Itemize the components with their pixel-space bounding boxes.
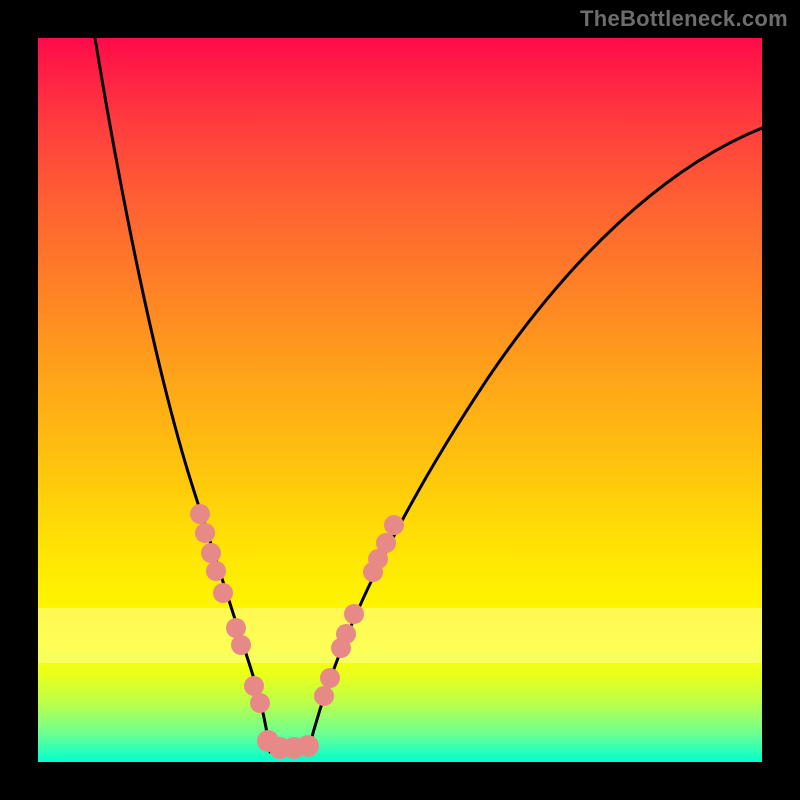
- data-marker: [384, 515, 404, 535]
- data-marker: [344, 604, 364, 624]
- data-marker: [206, 561, 226, 581]
- data-marker: [297, 735, 319, 757]
- chart-plot-area: [38, 38, 762, 762]
- data-marker: [376, 533, 396, 553]
- bottleneck-curves: [38, 38, 762, 762]
- data-marker: [231, 635, 251, 655]
- data-marker: [336, 624, 356, 644]
- data-marker: [213, 583, 233, 603]
- right-curve: [308, 128, 762, 752]
- data-marker: [195, 523, 215, 543]
- chart-frame: [38, 38, 762, 762]
- data-marker: [314, 686, 334, 706]
- data-marker: [320, 668, 340, 688]
- data-marker: [190, 504, 210, 524]
- data-marker: [250, 693, 270, 713]
- watermark-text: TheBottleneck.com: [580, 6, 788, 32]
- data-marker: [201, 543, 221, 563]
